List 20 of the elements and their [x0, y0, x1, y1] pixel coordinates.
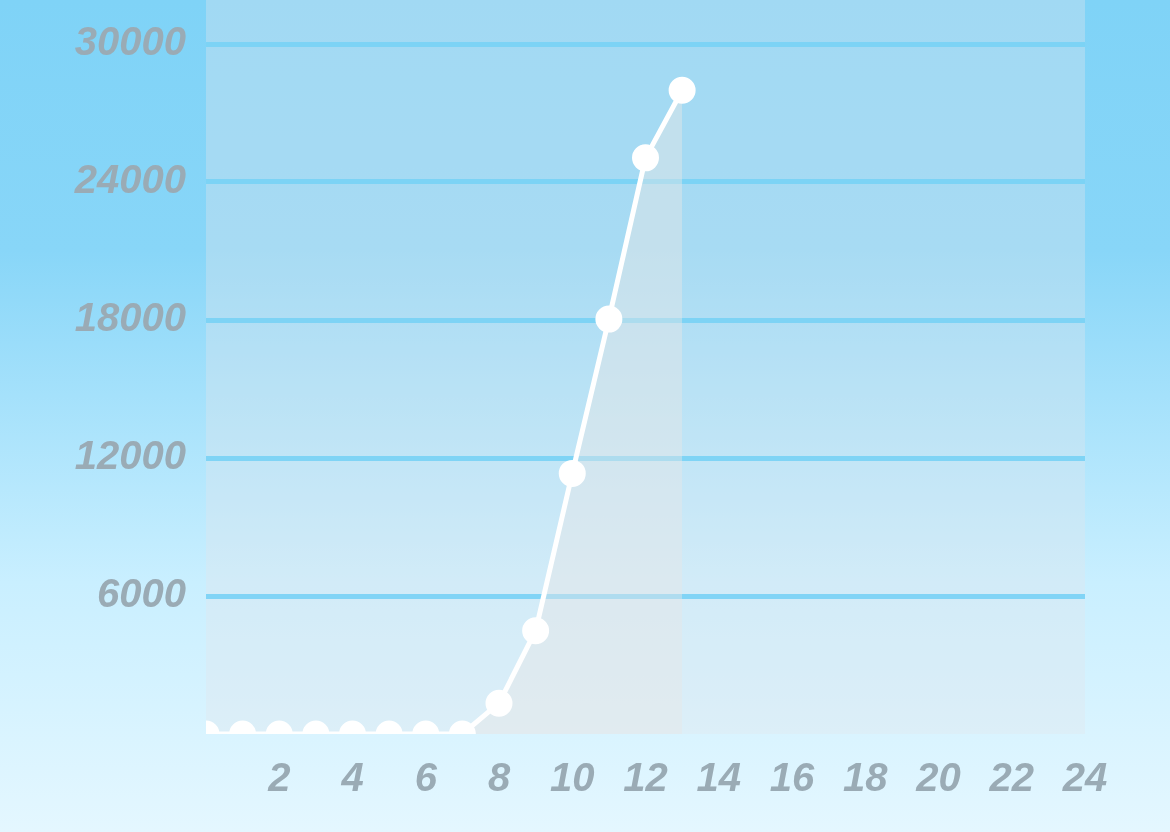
x-tick-label: 2: [267, 755, 291, 800]
y-tick-label: 30000: [74, 19, 186, 64]
x-tick-label: 4: [340, 755, 364, 800]
x-tick-label: 24: [1061, 755, 1108, 800]
x-tick-label: 14: [696, 755, 741, 800]
x-tick-label: 16: [769, 755, 815, 800]
x-tick-label: 6: [414, 755, 438, 800]
x-tick-label: 20: [915, 755, 961, 800]
y-tick-label: 24000: [73, 157, 186, 202]
y-tick-label: 18000: [74, 295, 186, 340]
point: [595, 305, 623, 333]
x-tick-label: 12: [623, 755, 668, 800]
point: [632, 144, 659, 172]
y-tick-label: 12000: [74, 433, 186, 478]
point: [668, 76, 696, 104]
x-tick-label: 22: [988, 755, 1034, 800]
y-tick-label: 6000: [97, 571, 186, 616]
x-tick-label: 10: [550, 755, 595, 800]
x-tick-label: 18: [843, 755, 889, 800]
x-tick-label: 8: [487, 755, 511, 800]
